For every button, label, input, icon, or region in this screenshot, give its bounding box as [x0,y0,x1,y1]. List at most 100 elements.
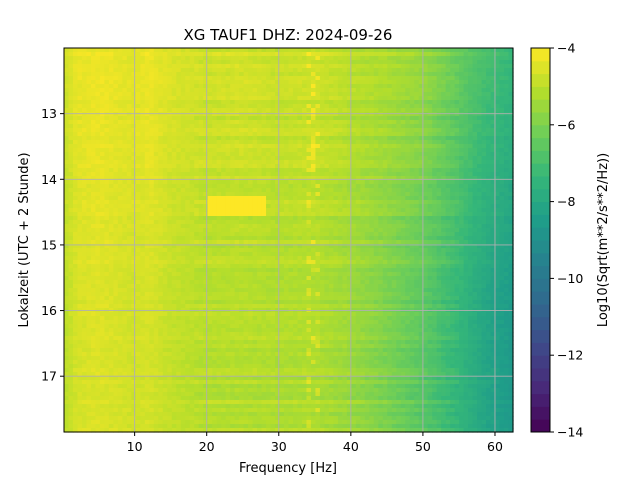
heatmap-cell [360,152,366,157]
heatmap-cell [342,144,348,149]
heatmap-cell [180,108,186,113]
heatmap-cell [396,240,402,245]
heatmap-cell [490,128,496,133]
heatmap-cell [504,208,510,213]
heatmap-cell [279,204,285,209]
heatmap-cell [90,216,97,221]
heatmap-cell [162,144,168,149]
heatmap-cell [68,48,74,53]
heatmap-cell [122,232,128,237]
heatmap-cell [126,228,132,233]
heatmap-cell [382,224,388,229]
heatmap-cell [301,160,308,165]
heatmap-cell [158,216,164,221]
heatmap-cell [158,176,164,181]
heatmap-cell [301,200,308,205]
heatmap-cell [77,92,83,97]
heatmap-cell [252,48,258,53]
heatmap-cell [414,112,420,117]
heatmap-cell [310,180,317,185]
heatmap-cell [400,216,406,221]
heatmap-cell [122,112,128,117]
heatmap-cell [310,244,317,249]
heatmap-cell [144,64,150,69]
heatmap-cell [216,140,222,145]
heatmap-cell [284,76,290,81]
heatmap-cell [504,80,510,85]
heatmap-cell [342,156,348,161]
heatmap-cell [126,160,132,165]
heatmap-cell [391,168,397,173]
heatmap-cell [499,60,505,65]
heatmap-cell [126,180,132,185]
heatmap-cell [324,204,330,209]
heatmap-cell [176,100,182,105]
heatmap-cell [122,128,128,133]
heatmap-cell [499,80,505,85]
heatmap-cell [207,76,213,81]
heatmap-cell [225,136,231,141]
heatmap-cell [468,204,474,209]
heatmap-cell [508,112,514,117]
heatmap-cell [180,116,186,121]
heatmap-cell [504,72,510,77]
heatmap-cell [203,96,209,101]
heatmap-cell [328,84,334,89]
heatmap-cell [284,176,290,181]
heatmap-cell [382,236,388,241]
heatmap-cell [279,64,285,69]
heatmap-cell [108,88,114,93]
heatmap-cell [342,104,348,109]
heatmap-cell [180,176,186,181]
heatmap-cell [122,116,128,121]
heatmap-cell [297,196,303,201]
heatmap-cell [319,68,326,73]
heatmap-cell [441,48,447,53]
heatmap-cell [72,196,79,201]
heatmap-cell [432,224,438,229]
heatmap-cell [90,100,97,105]
heatmap-cell [346,64,352,69]
heatmap-cell [288,140,294,145]
heatmap-cell [468,92,474,97]
heatmap-cell [194,120,200,125]
heatmap-cell [198,104,204,109]
heatmap-cell [405,80,411,85]
heatmap-cell [382,132,388,137]
heatmap-cell [315,84,321,89]
heatmap-cell [481,176,487,181]
heatmap-cell [153,96,159,101]
heatmap-cell [140,112,146,117]
heatmap-cell [135,96,141,101]
heatmap-cell [266,240,272,245]
heatmap-cell [409,124,415,129]
heatmap-cell [454,136,460,141]
heatmap-cell [239,76,245,81]
heatmap-cell [86,172,92,177]
heatmap-cell [72,184,79,189]
heatmap-cell [351,140,357,145]
heatmap-cell [342,244,348,249]
heatmap-cell [310,216,317,221]
heatmap-cell [288,208,294,213]
heatmap-cell [64,132,70,137]
heatmap-cell [360,232,366,237]
heatmap-cell [261,96,267,101]
heatmap-cell [99,204,106,209]
heatmap-cell [306,100,312,105]
heatmap-cell [450,184,456,189]
heatmap-cell [270,192,276,197]
heatmap-cell [126,100,132,105]
heatmap-cell [135,164,141,169]
heatmap-cell [301,92,308,97]
heatmap-cell [189,60,195,65]
heatmap-cell [387,96,393,101]
heatmap-cell [72,112,79,117]
heatmap-cell [288,72,294,77]
heatmap-cell [284,88,290,93]
heatmap-cell [257,104,263,109]
heatmap-cell [207,148,213,153]
heatmap-cell [436,76,442,81]
heatmap-cell [153,156,159,161]
heatmap-cell [468,216,474,221]
